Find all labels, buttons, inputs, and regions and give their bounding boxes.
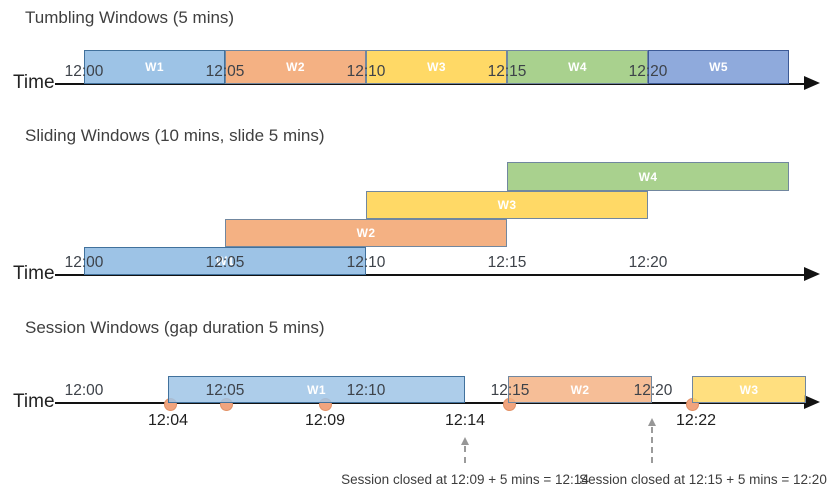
session-close-annotation: Session closed at 12:09 + 5 mins = 12:14: [341, 472, 589, 487]
sliding-section-title: Sliding Windows (10 mins, slide 5 mins): [25, 126, 325, 145]
axis-arrow-icon: [804, 395, 820, 409]
axis-arrow-icon: [804, 267, 820, 281]
tick-label: 12:10: [346, 63, 386, 80]
window-bar-w4: W4: [507, 50, 648, 84]
window-bar-w2: W2: [225, 50, 366, 84]
tick-label: 12:15: [487, 254, 527, 271]
window-bar-label: W2: [356, 226, 376, 240]
session-close-annotation: Session closed at 12:15 + 5 mins = 12:20: [579, 472, 827, 487]
tick-label: 12:05: [205, 382, 245, 399]
tick-label: 12:00: [64, 382, 104, 399]
window-bar-w4: W4: [507, 162, 789, 191]
event-time-label: 12:09: [304, 412, 346, 429]
tumbling-section-title: Tumbling Windows (5 mins): [25, 8, 235, 27]
tick-label: 12:20: [633, 382, 673, 399]
window-bar-label: W3: [427, 60, 446, 74]
window-bar-w1: W1: [168, 376, 465, 403]
window-bar-label: W1: [145, 60, 164, 74]
window-bar-w3: W3: [366, 191, 648, 219]
time-axis-label: Time: [13, 72, 55, 93]
event-time-label: 12:14: [444, 412, 486, 429]
tick-label: 12:00: [64, 63, 104, 80]
window-bar-label: W5: [709, 60, 728, 74]
time-axis-label: Time: [13, 391, 55, 412]
session-section-title: Session Windows (gap duration 5 mins): [25, 318, 325, 337]
window-bar-label: W3: [739, 382, 759, 397]
window-bar-label: W2: [286, 60, 305, 74]
window-bar-label: W2: [570, 382, 590, 397]
window-bar-w2: W2: [225, 219, 507, 247]
tick-label: 12:20: [628, 254, 668, 271]
window-bar-label: W4: [638, 169, 658, 184]
tick-label: 12:10: [346, 254, 386, 271]
window-bar-label: W1: [307, 382, 326, 397]
window-bar-label: W1: [215, 254, 235, 268]
window-bar-w2: W2: [508, 376, 652, 403]
session-close-arrow-icon: [460, 437, 470, 463]
axis-line: [55, 274, 806, 276]
window-bar-w1: W1: [84, 247, 366, 275]
tick-label: 12:00: [64, 254, 104, 271]
window-bar-w3: W3: [366, 50, 507, 84]
time-axis-label: Time: [13, 263, 55, 284]
axis-line: [55, 83, 806, 85]
tick-label: 12:05: [205, 254, 245, 271]
window-bar-label: W3: [497, 198, 517, 212]
window-bar-w5: W5: [648, 50, 789, 84]
event-time-label: 12:04: [147, 412, 189, 429]
axis-line: [55, 402, 806, 404]
axis-arrow-icon: [804, 76, 820, 90]
tick-label: 12:15: [487, 63, 527, 80]
window-bar-label: W4: [568, 60, 587, 74]
tick-label: 12:05: [205, 63, 245, 80]
tick-label: 12:10: [346, 382, 386, 399]
session-close-arrow-icon: [647, 418, 657, 463]
tick-label: 12:15: [490, 382, 530, 399]
window-bar-w3: W3: [692, 376, 806, 403]
tick-label: 12:20: [628, 63, 668, 80]
event-time-label: 12:22: [675, 412, 717, 429]
window-bar-w1: W1: [84, 50, 225, 84]
